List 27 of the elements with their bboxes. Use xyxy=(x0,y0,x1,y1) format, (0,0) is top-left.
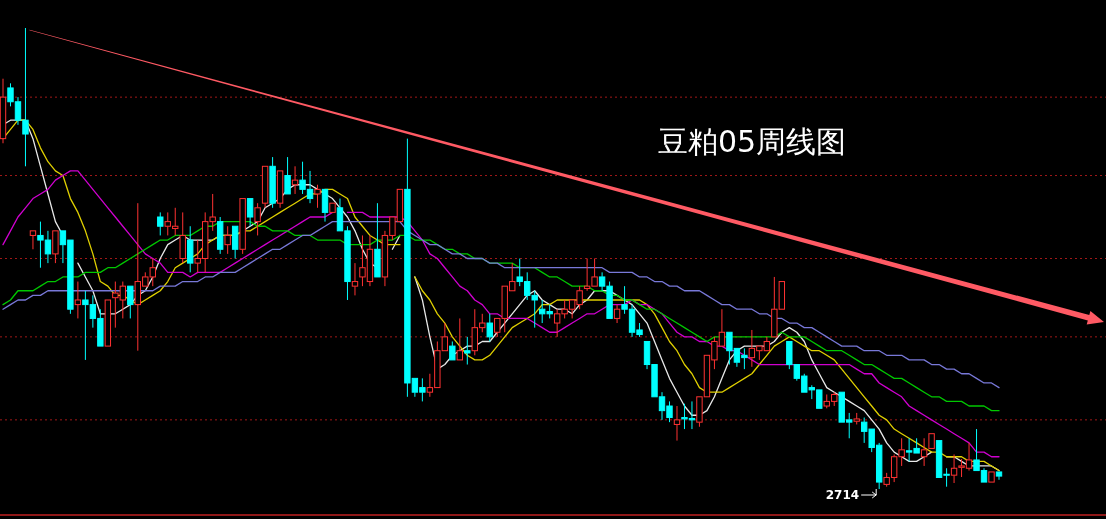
candlestick xyxy=(276,170,284,209)
candlestick xyxy=(995,471,1003,481)
candlestick xyxy=(224,225,231,255)
candlestick xyxy=(74,281,82,319)
candlestick xyxy=(351,262,359,296)
candlestick xyxy=(29,230,37,250)
annotation: 2714 xyxy=(825,487,860,502)
candlestick xyxy=(321,188,329,223)
candlestick xyxy=(104,299,112,347)
candlestick xyxy=(291,165,299,195)
candlestick xyxy=(928,433,935,449)
candlestick xyxy=(261,165,269,209)
candlestick xyxy=(464,336,471,366)
candlestick xyxy=(920,437,928,467)
candlestick xyxy=(284,156,291,195)
candlestick xyxy=(0,78,7,144)
candlestick xyxy=(127,285,134,319)
candlestick xyxy=(988,471,995,483)
text: 豆粕05周线图 xyxy=(657,124,847,159)
candlestick xyxy=(613,304,621,324)
candlestick xyxy=(673,405,681,442)
candlestick xyxy=(950,453,958,484)
candlestick xyxy=(456,317,464,361)
candlestick xyxy=(374,202,381,278)
candlestick xyxy=(329,202,336,213)
candlestick xyxy=(231,225,239,259)
candlestick xyxy=(246,198,254,227)
